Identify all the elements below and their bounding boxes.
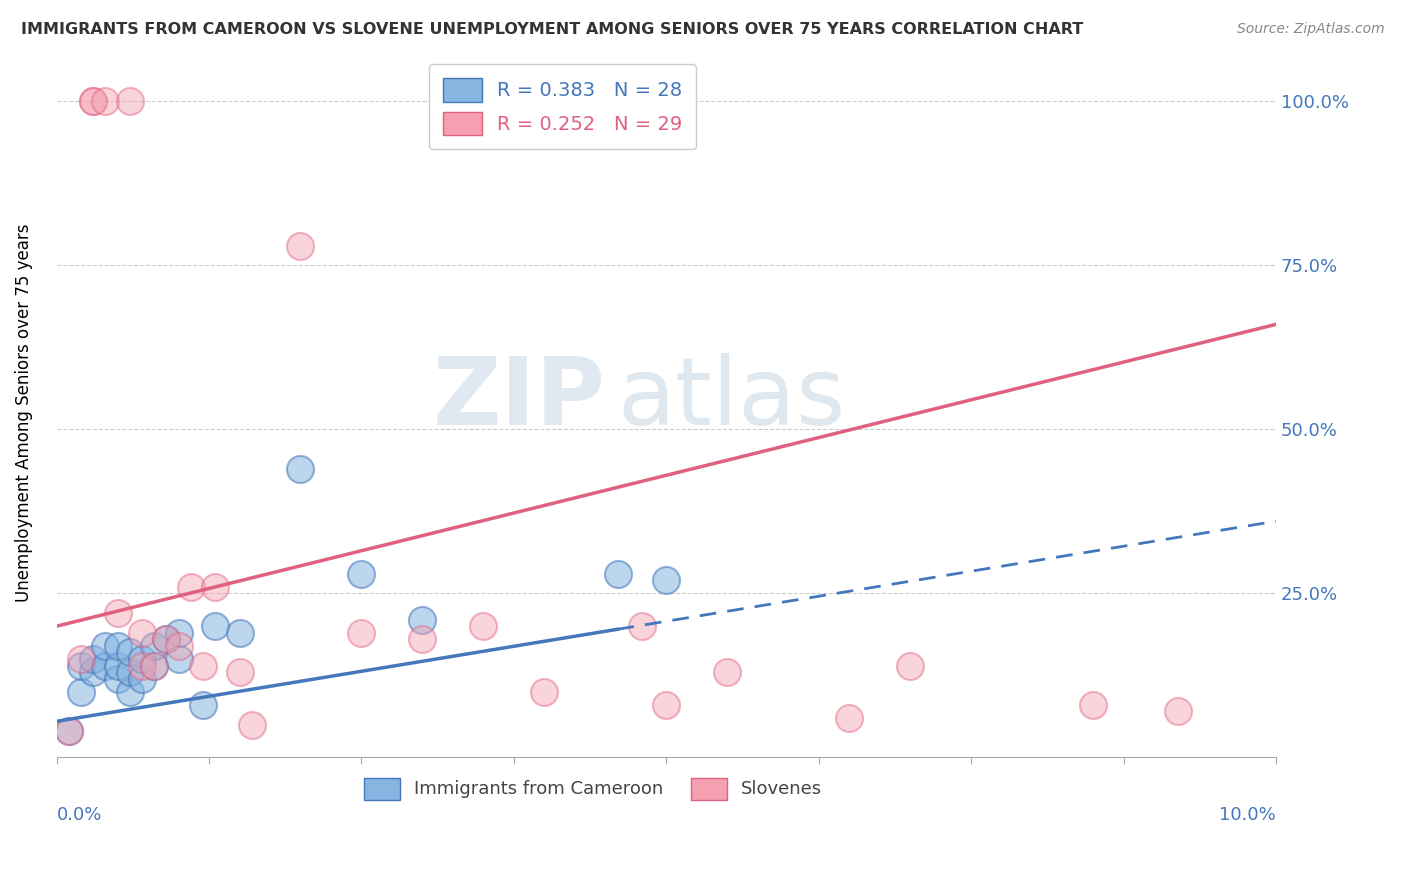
Y-axis label: Unemployment Among Seniors over 75 years: Unemployment Among Seniors over 75 years bbox=[15, 224, 32, 602]
Point bbox=[411, 632, 433, 647]
Point bbox=[131, 652, 153, 666]
Point bbox=[191, 658, 214, 673]
Point bbox=[82, 95, 104, 109]
Point bbox=[191, 698, 214, 712]
Point bbox=[58, 724, 80, 739]
Point bbox=[204, 619, 226, 633]
Point bbox=[131, 625, 153, 640]
Text: atlas: atlas bbox=[617, 353, 846, 445]
Point bbox=[290, 238, 312, 252]
Point bbox=[70, 685, 93, 699]
Point bbox=[107, 639, 129, 653]
Point bbox=[180, 580, 202, 594]
Point bbox=[1081, 698, 1104, 712]
Point bbox=[143, 658, 166, 673]
Point bbox=[898, 658, 921, 673]
Point bbox=[118, 665, 141, 679]
Point bbox=[533, 685, 555, 699]
Point bbox=[82, 665, 104, 679]
Point bbox=[58, 724, 80, 739]
Point bbox=[131, 672, 153, 686]
Point bbox=[94, 658, 117, 673]
Point bbox=[143, 658, 166, 673]
Point bbox=[228, 625, 250, 640]
Point bbox=[350, 566, 373, 581]
Point bbox=[70, 652, 93, 666]
Point bbox=[655, 574, 678, 588]
Point bbox=[155, 632, 177, 647]
Point bbox=[411, 613, 433, 627]
Point bbox=[143, 639, 166, 653]
Text: Source: ZipAtlas.com: Source: ZipAtlas.com bbox=[1237, 22, 1385, 37]
Point bbox=[118, 95, 141, 109]
Point bbox=[107, 606, 129, 620]
Point bbox=[716, 665, 738, 679]
Text: 0.0%: 0.0% bbox=[56, 805, 103, 823]
Point bbox=[631, 619, 654, 633]
Point bbox=[240, 717, 263, 731]
Text: 10.0%: 10.0% bbox=[1219, 805, 1277, 823]
Point bbox=[107, 658, 129, 673]
Point bbox=[472, 619, 495, 633]
Point bbox=[118, 645, 141, 659]
Point bbox=[1167, 705, 1189, 719]
Point bbox=[167, 639, 190, 653]
Point bbox=[606, 566, 628, 581]
Point bbox=[350, 625, 373, 640]
Point bbox=[228, 665, 250, 679]
Point bbox=[655, 698, 678, 712]
Point bbox=[167, 652, 190, 666]
Text: ZIP: ZIP bbox=[433, 353, 606, 445]
Legend: Immigrants from Cameroon, Slovenes: Immigrants from Cameroon, Slovenes bbox=[353, 767, 834, 810]
Point bbox=[82, 95, 104, 109]
Point bbox=[167, 625, 190, 640]
Point bbox=[94, 95, 117, 109]
Point bbox=[70, 658, 93, 673]
Text: IMMIGRANTS FROM CAMEROON VS SLOVENE UNEMPLOYMENT AMONG SENIORS OVER 75 YEARS COR: IMMIGRANTS FROM CAMEROON VS SLOVENE UNEM… bbox=[21, 22, 1084, 37]
Point bbox=[131, 658, 153, 673]
Point bbox=[82, 652, 104, 666]
Point bbox=[838, 711, 860, 725]
Point bbox=[155, 632, 177, 647]
Point bbox=[118, 685, 141, 699]
Point bbox=[107, 672, 129, 686]
Point bbox=[94, 639, 117, 653]
Point bbox=[290, 461, 312, 475]
Point bbox=[204, 580, 226, 594]
